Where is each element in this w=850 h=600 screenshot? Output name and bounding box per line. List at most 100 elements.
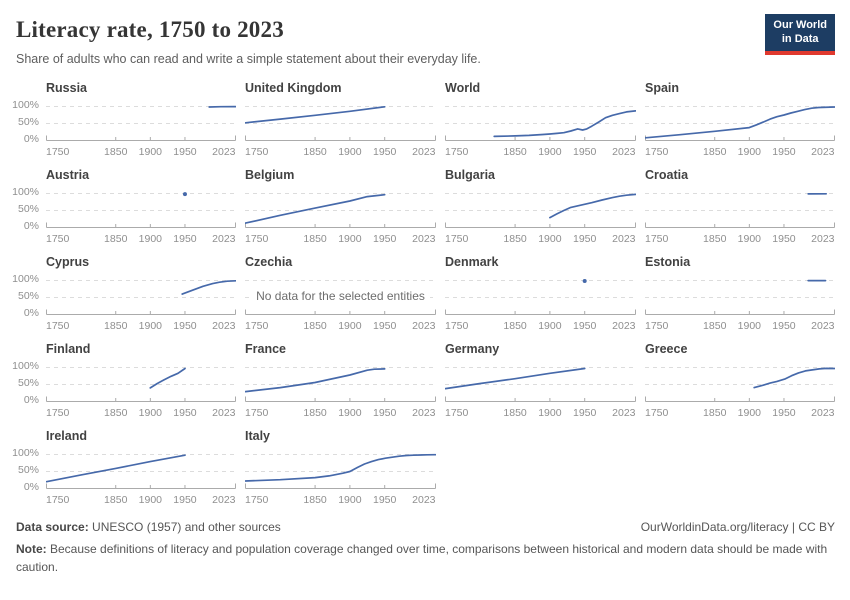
panel-austria[interactable]: Austria 100% 50% 0% 1750 1850 1900 1950 2023 [12, 168, 236, 245]
line-chart: 1750 1850 1900 1950 2023 [645, 106, 835, 158]
panel-title: Belgium [245, 168, 295, 182]
panel-croatia[interactable]: Croatia 1750 1850 1900 1950 2023 [645, 168, 835, 245]
x-tick-label: 1900 [538, 320, 562, 332]
chart-canvas: 1750 1850 1900 1950 2023 [445, 359, 636, 419]
x-tick-label: 1900 [738, 320, 762, 332]
y-axis-labels: 100% 50% 0% [12, 359, 46, 419]
panel-title: Cyprus [46, 255, 90, 269]
chart-canvas: 1750 1850 1900 1950 2023 No data for the sele… [245, 272, 436, 332]
panel-russia[interactable]: Russia 100% 50% 0% 1750 1850 1900 1950 2023 [12, 81, 236, 158]
x-tick-label: 1850 [503, 320, 527, 332]
line-chart: 1750 1850 1900 1950 2023 [445, 367, 636, 419]
note-label: Note: [16, 542, 47, 556]
panel-germany[interactable]: Germany 1750 1850 1900 1950 2023 [445, 342, 636, 419]
panel-bulgaria[interactable]: Bulgaria 1750 1850 1900 1950 2023 [445, 168, 636, 245]
panel-united-kingdom[interactable]: United Kingdom 1750 1850 1900 1950 2023 [245, 81, 436, 158]
line-chart: 1750 1850 1900 1950 2023 [46, 454, 236, 506]
x-axis [46, 483, 236, 489]
x-axis [245, 483, 436, 489]
data-line [493, 110, 636, 138]
panel-title: Austria [46, 168, 90, 182]
page-title: Literacy rate, 1750 to 2023 [16, 17, 284, 42]
x-tick-label: 1900 [139, 146, 163, 158]
data-line [245, 453, 436, 482]
header: Literacy rate, 1750 to 2023 Share of adu… [16, 10, 835, 66]
panel-title: Czechia [245, 255, 293, 269]
x-tick-label: 1950 [772, 233, 796, 245]
panel-plot-area: 1750 1850 1900 1950 2023 [645, 272, 835, 332]
y-axis-labels: 100% 50% 0% [12, 272, 46, 332]
y-tick-label: 0% [23, 481, 39, 493]
panel-title: United Kingdom [245, 81, 342, 95]
x-tick-label: 2023 [811, 146, 835, 158]
panel-title: Denmark [445, 255, 499, 269]
chart-canvas: 1750 1850 1900 1950 2023 [245, 359, 436, 419]
x-tick-label: 1850 [303, 494, 327, 506]
x-axis [645, 222, 835, 228]
y-tick-label: 0% [23, 133, 39, 145]
line-chart: 1750 1850 1900 1950 2023 [645, 367, 835, 419]
chart-canvas: 1750 1850 1900 1950 2023 [645, 272, 835, 332]
chart-canvas: 1750 1850 1900 1950 2023 [445, 185, 636, 245]
x-tick-label: 1950 [173, 233, 197, 245]
panel-world[interactable]: World 1750 1850 1900 1950 2023 [445, 81, 636, 158]
panel-denmark[interactable]: Denmark 1750 1850 1900 1950 2023 [445, 255, 636, 332]
y-tick-label: 0% [23, 307, 39, 319]
x-tick-label: 1750 [445, 407, 469, 419]
panel-france[interactable]: France 1750 1850 1900 1950 2023 [245, 342, 436, 419]
owid-logo[interactable]: Our World in Data [765, 14, 835, 55]
data-source: Data source: UNESCO (1957) and other sou… [16, 520, 281, 534]
panel-italy[interactable]: Italy 1750 1850 1900 1950 2023 [245, 429, 436, 506]
footer: Data source: UNESCO (1957) and other sou… [16, 520, 835, 576]
y-tick-label: 50% [17, 377, 39, 389]
panel-title: Ireland [46, 429, 87, 443]
x-tick-label: 2023 [412, 494, 436, 506]
x-tick-label: 1850 [303, 233, 327, 245]
x-tick-label: 1950 [573, 320, 597, 332]
panel-belgium[interactable]: Belgium 1750 1850 1900 1950 2023 [245, 168, 436, 245]
x-tick-label: 2023 [212, 233, 236, 245]
panel-estonia[interactable]: Estonia 1750 1850 1900 1950 2023 [645, 255, 835, 332]
panel-greece[interactable]: Greece 1750 1850 1900 1950 2023 [645, 342, 835, 419]
x-tick-label: 1750 [645, 407, 669, 419]
chart-canvas: 1750 1850 1900 1950 2023 [245, 446, 436, 506]
panel-plot-area: 1750 1850 1900 1950 2023 [445, 272, 636, 332]
x-tick-label: 1950 [173, 146, 197, 158]
credit-link[interactable]: OurWorldinData.org/literacy | CC BY [640, 520, 835, 534]
line-chart: 1750 1850 1900 1950 2023 [245, 105, 436, 158]
line-chart: 1750 1850 1900 1950 2023 [445, 279, 636, 332]
x-tick-label: 1950 [373, 146, 397, 158]
x-tick-label: 2023 [212, 146, 236, 158]
footer-note: Note: Because definitions of literacy an… [16, 540, 835, 576]
chart-canvas: 1750 1850 1900 1950 2023 [245, 98, 436, 158]
x-tick-label: 1900 [738, 233, 762, 245]
data-source-label: Data source: [16, 520, 89, 534]
panel-ireland[interactable]: Ireland 100% 50% 0% 1750 1850 1900 1950 2023 [12, 429, 236, 506]
panel-cyprus[interactable]: Cyprus 100% 50% 0% 1750 1850 1900 1950 2023 [12, 255, 236, 332]
panel-plot-area: 1750 1850 1900 1950 2023 [245, 359, 436, 419]
data-line [149, 367, 186, 389]
chart-canvas: 1750 1850 1900 1950 2023 [46, 446, 236, 506]
panel-finland[interactable]: Finland 100% 50% 0% 1750 1850 1900 1950 2023 [12, 342, 236, 419]
x-tick-label: 2023 [612, 407, 636, 419]
panel-spain[interactable]: Spain 1750 1850 1900 1950 2023 [645, 81, 835, 158]
x-axis [46, 309, 236, 315]
x-tick-label: 2023 [412, 233, 436, 245]
x-tick-label: 2023 [612, 320, 636, 332]
x-tick-label: 1750 [245, 146, 269, 158]
x-tick-label: 1750 [245, 494, 269, 506]
y-tick-label: 100% [12, 186, 39, 198]
chart-canvas: 1750 1850 1900 1950 2023 [46, 359, 236, 419]
x-tick-label: 1750 [445, 320, 469, 332]
panel-czechia[interactable]: Czechia 1750 1850 1900 1950 2023 No data for t… [245, 255, 436, 332]
x-tick-label: 1950 [173, 407, 197, 419]
chart-canvas: 1750 1850 1900 1950 2023 [645, 185, 835, 245]
panel-plot-area: 1750 1850 1900 1950 2023 [445, 359, 636, 419]
panel-plot-area: 100% 50% 0% 1750 1850 1900 1950 2023 [12, 446, 236, 506]
x-tick-label: 1950 [772, 146, 796, 158]
y-tick-label: 100% [12, 273, 39, 285]
line-chart: 1750 1850 1900 1950 2023 [245, 280, 436, 332]
x-axis [445, 396, 636, 402]
x-tick-label: 1900 [338, 494, 362, 506]
